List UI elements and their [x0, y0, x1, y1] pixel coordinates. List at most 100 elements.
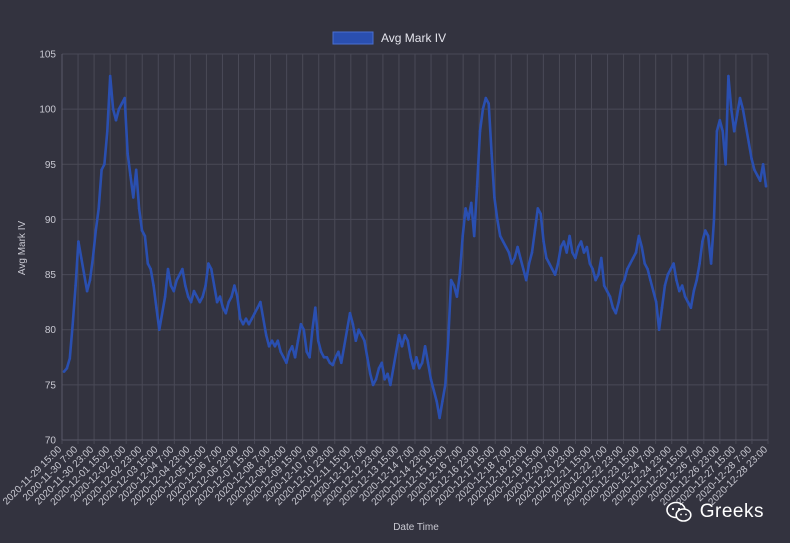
data-point[interactable] [227, 300, 230, 304]
data-point[interactable] [565, 251, 568, 254]
data-point[interactable] [140, 229, 144, 232]
data-point[interactable] [302, 328, 306, 332]
data-point[interactable] [380, 361, 384, 365]
data-point[interactable] [738, 96, 742, 100]
data-point[interactable] [111, 107, 115, 111]
data-point[interactable] [403, 333, 407, 337]
data-point[interactable] [539, 212, 542, 216]
data-point[interactable] [184, 284, 187, 287]
data-point[interactable] [316, 339, 320, 343]
data-point[interactable] [299, 322, 303, 326]
data-point[interactable] [204, 284, 207, 287]
data-point[interactable] [464, 207, 467, 210]
data-point[interactable] [467, 218, 470, 221]
data-point[interactable] [597, 273, 600, 276]
data-point[interactable] [470, 201, 473, 205]
data-point[interactable] [68, 357, 72, 360]
data-point[interactable] [328, 361, 332, 365]
data-point[interactable] [675, 278, 678, 282]
data-point[interactable] [221, 306, 225, 310]
data-point[interactable] [331, 363, 335, 367]
data-point[interactable] [360, 333, 363, 337]
data-point[interactable] [455, 295, 459, 298]
data-point[interactable] [319, 350, 323, 354]
data-point[interactable] [158, 328, 161, 332]
data-point[interactable] [620, 284, 623, 287]
data-point[interactable] [712, 218, 716, 221]
data-point[interactable] [472, 234, 476, 238]
data-point[interactable] [80, 256, 83, 260]
data-point[interactable] [259, 300, 262, 304]
data-point[interactable] [106, 129, 109, 133]
data-point[interactable] [744, 124, 748, 127]
data-point[interactable] [250, 317, 254, 321]
data-point[interactable] [230, 295, 233, 298]
data-point[interactable] [224, 311, 228, 315]
data-point[interactable] [429, 378, 433, 381]
data-point[interactable] [143, 234, 147, 238]
data-point[interactable] [103, 163, 106, 166]
data-point[interactable] [244, 317, 248, 321]
data-point[interactable] [386, 372, 389, 376]
data-point[interactable] [747, 140, 750, 144]
data-point[interactable] [290, 345, 294, 348]
legend-swatch[interactable] [332, 31, 374, 45]
data-point[interactable] [400, 345, 404, 348]
data-point[interactable] [273, 345, 277, 348]
data-point[interactable] [516, 245, 519, 249]
data-point[interactable] [756, 174, 759, 177]
data-point[interactable] [406, 339, 410, 343]
data-point[interactable] [340, 361, 343, 365]
data-point[interactable] [308, 356, 311, 359]
data-point[interactable] [701, 240, 704, 243]
data-point[interactable] [498, 234, 502, 238]
data-point[interactable] [363, 339, 366, 343]
data-point[interactable] [374, 378, 378, 381]
data-point[interactable] [351, 322, 355, 326]
data-point[interactable] [282, 356, 285, 359]
data-point[interactable] [129, 174, 132, 177]
data-point[interactable] [126, 152, 129, 155]
data-point[interactable] [435, 400, 439, 403]
data-point[interactable] [270, 339, 274, 343]
data-point[interactable] [602, 284, 606, 287]
data-point[interactable] [553, 273, 557, 276]
data-point[interactable] [100, 168, 103, 172]
data-point[interactable] [496, 218, 499, 221]
data-point[interactable] [533, 229, 537, 232]
data-point[interactable] [579, 240, 583, 243]
data-point[interactable] [689, 306, 693, 310]
data-point[interactable] [591, 267, 594, 271]
data-point[interactable] [695, 278, 698, 282]
data-point[interactable] [727, 74, 730, 78]
data-point[interactable] [475, 185, 479, 188]
data-point[interactable] [490, 152, 493, 155]
data-point[interactable] [420, 361, 424, 365]
data-point[interactable] [377, 367, 381, 370]
data-point[interactable] [761, 163, 765, 166]
data-point[interactable] [493, 196, 496, 199]
data-point[interactable] [264, 333, 268, 337]
data-point[interactable] [114, 118, 118, 122]
data-point[interactable] [758, 179, 762, 183]
data-point[interactable] [721, 129, 724, 133]
data-point[interactable] [186, 295, 190, 298]
data-point[interactable] [626, 267, 629, 271]
data-point[interactable] [253, 311, 256, 315]
data-point[interactable] [686, 300, 690, 304]
data-point[interactable] [683, 295, 687, 298]
data-point[interactable] [764, 185, 768, 188]
data-point[interactable] [501, 240, 505, 243]
data-point[interactable] [631, 256, 635, 260]
data-point[interactable] [637, 234, 641, 238]
data-point[interactable] [325, 356, 329, 359]
data-point[interactable] [513, 256, 516, 260]
data-point[interactable] [97, 207, 100, 210]
data-point[interactable] [415, 356, 418, 359]
data-point[interactable] [438, 416, 441, 420]
data-point[interactable] [85, 289, 89, 293]
data-point[interactable] [550, 267, 554, 271]
data-point[interactable] [91, 256, 95, 260]
data-point[interactable] [657, 328, 661, 332]
data-point[interactable] [311, 328, 314, 332]
